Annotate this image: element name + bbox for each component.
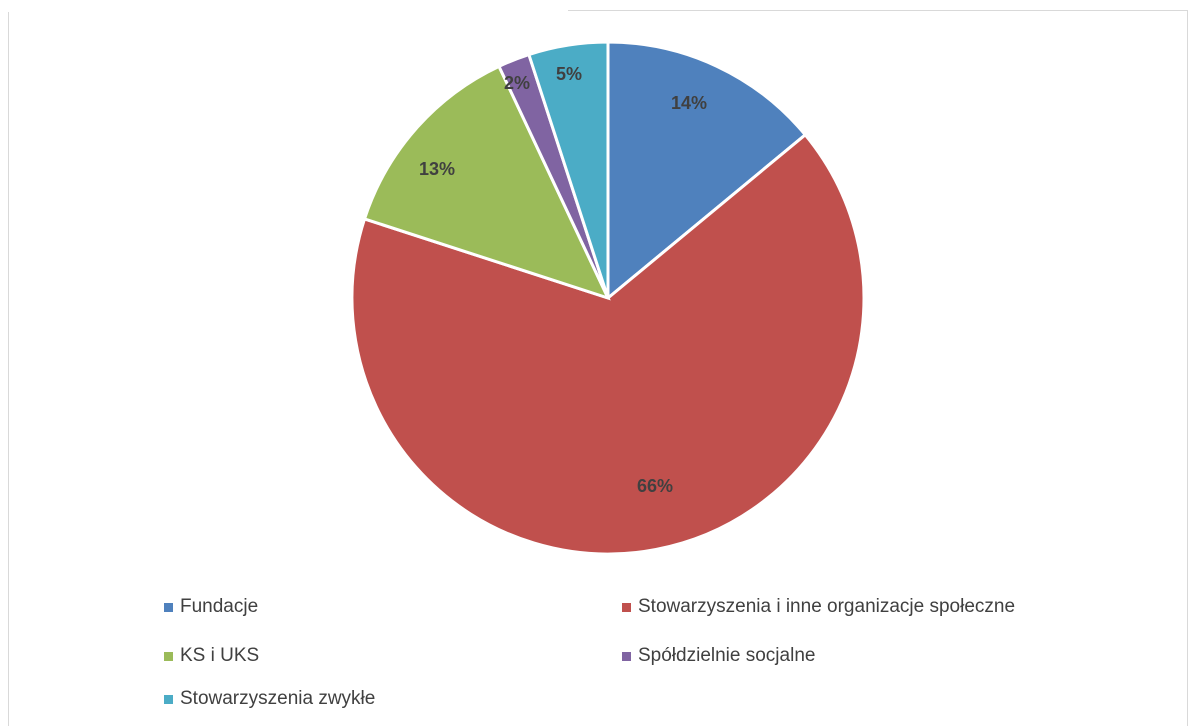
slice-data-label: 5% <box>556 64 582 84</box>
slice-data-label: 66% <box>637 476 673 496</box>
pie-slice-1 <box>606 40 808 302</box>
slice-data-label: 2% <box>504 73 530 93</box>
pie-slice-3 <box>362 64 611 301</box>
slice-data-label: 14% <box>671 93 707 113</box>
pie-slice-2 <box>350 132 866 556</box>
pie-slice-5 <box>527 40 610 299</box>
frame-gap <box>8 9 568 12</box>
slice-data-label: 13% <box>419 159 455 179</box>
chart-frame <box>8 10 1188 726</box>
